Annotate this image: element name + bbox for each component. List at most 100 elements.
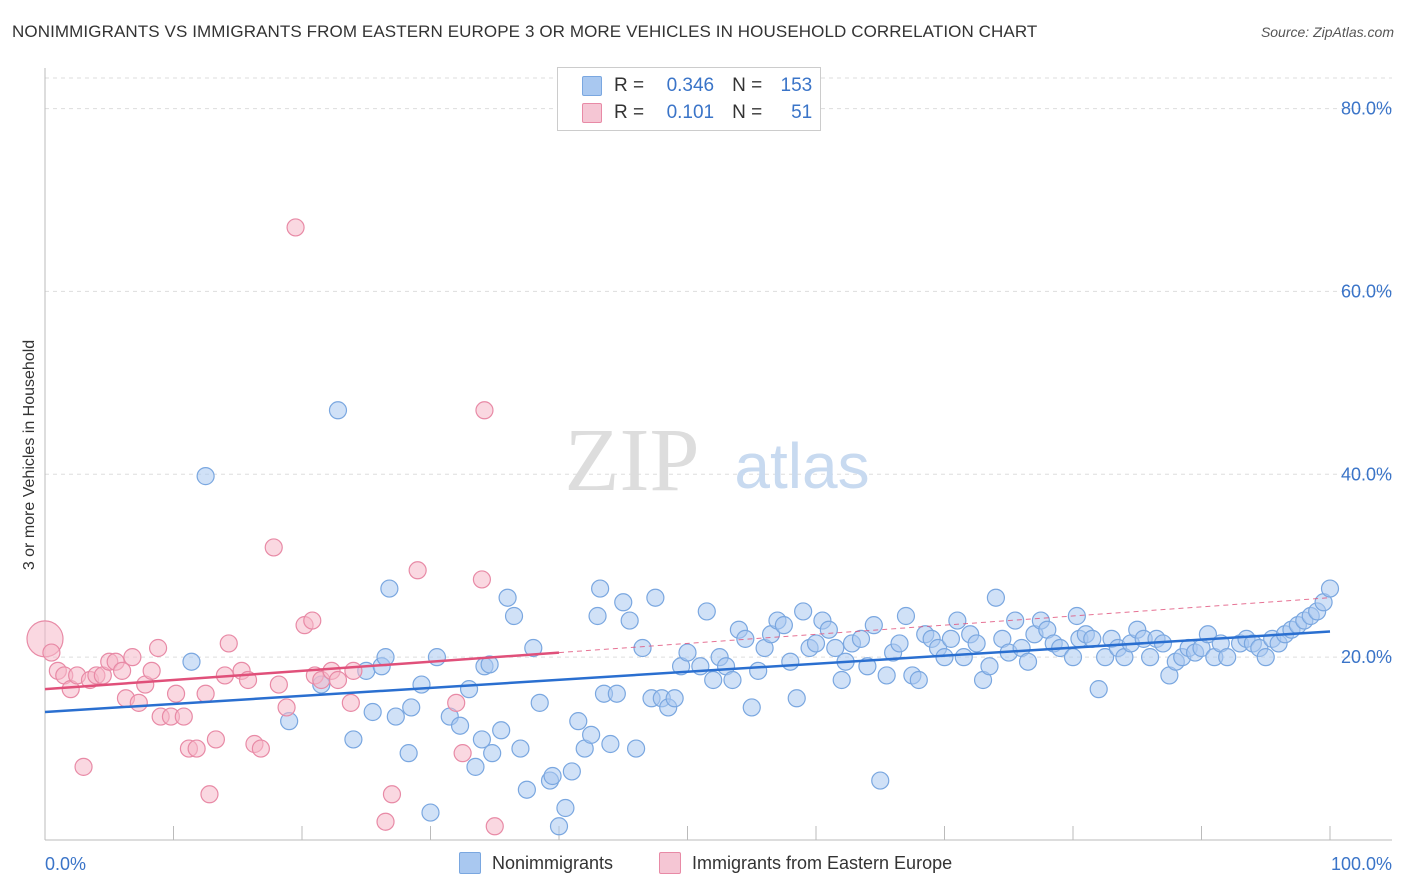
immigrant-point [376,812,395,831]
nonimmigrant-point [483,744,502,763]
bottom-legend-label: Nonimmigrants [492,852,614,873]
nonimmigrant-point [646,588,665,607]
nonimmigrant-point [363,702,382,722]
nonimmigrant-point [742,698,761,717]
immigrant-point [269,675,288,694]
nonimmigrant-point [794,602,813,621]
bottom-legend-nonimmigrants: Nonimmigrants [459,852,613,874]
nonimmigrant-point [1018,652,1038,671]
nonimmigrant-point [549,817,569,836]
watermark-atlas: atlas [734,430,869,502]
bottom-legend-immigrants: Immigrants from Eastern Europe [659,852,952,874]
nonimmigrant-point [498,588,517,607]
nonimmigrant-point [380,579,399,598]
nonimmigrant-point [376,648,395,667]
immigrant-point [453,744,472,763]
legend-r-label: R = [614,75,645,96]
nonimmigrant-point [896,606,916,626]
series-nonimmigrants [182,401,1340,836]
legend-row-immigrants: R = 0.101 N = 51 [582,101,812,125]
watermark-zip: ZIP [565,411,700,510]
nonimmigrant-point [819,620,838,639]
nonimmigrant-point [459,680,479,699]
immigrant-point [286,218,305,237]
nonimmigrant-point [941,629,961,648]
immigrant-point [328,670,348,690]
nonimmigrant-point [601,734,620,754]
legend-r-value: 0.346 [666,75,715,96]
nonimmigrant-point [626,739,646,758]
nonimmigrant-point [678,643,697,662]
nonimmigrant-point [980,657,999,676]
nonimmigrant-point [697,602,716,621]
axes [44,68,1392,841]
bottom-legend-swatch-blue [459,852,481,874]
nonimmigrant-trend-line [44,630,1331,714]
nonimmigrant-point [723,670,742,690]
immigrant-point [123,648,142,667]
legend-n-value: 51 [791,102,813,123]
immigrant-point [142,661,161,680]
nonimmigrant-point [967,634,986,653]
nonimmigrant-point [511,739,530,758]
nonimmigrant-point [736,629,755,648]
chart-title: NONIMMIGRANTS VS IMMIGRANTS FROM EASTERN… [12,22,1038,41]
immigrant-point [187,739,206,758]
nonimmigrant-point [569,712,588,731]
immigrant-point [219,634,238,653]
nonimmigrant-point [399,744,418,763]
y-tick-label: 60.0% [1341,281,1392,301]
nonimmigrant-point [450,716,470,735]
nonimmigrant-point [344,730,363,749]
gridlines [45,77,1392,658]
nonimmigrant-point [1320,579,1340,598]
immigrant-point [408,561,427,580]
nonimmigrant-point [1218,648,1237,667]
legend-n-label: N = [732,102,763,123]
immigrant-point [196,684,215,703]
immigrant-point [344,661,363,680]
immigrant-point [42,643,61,662]
immigrant-point [148,638,168,658]
nonimmigrant-point [633,638,652,658]
nonimmigrant-point [1067,606,1086,626]
nonimmigrant-point [832,670,851,690]
nonimmigrant-point [948,611,967,630]
nonimmigrant-point [858,657,877,676]
nonimmigrant-point [1006,611,1025,630]
nonimmigrant-point [909,670,928,690]
nonimmigrant-point [517,780,536,799]
immigrant-point [166,684,186,703]
legend-r-label: R = [614,102,645,123]
nonimmigrant-point [472,730,491,749]
nonimmigrant-point [504,606,524,626]
nonimmigrant-point [986,588,1006,607]
nonimmigrant-point [588,606,607,626]
immigrant-point [74,757,93,776]
immigrant-point [341,693,360,712]
nonimmigrant-point [607,684,626,703]
nonimmigrant-point [1096,648,1115,667]
nonimmigrant-point [328,401,348,420]
immigrant-trend-extension [558,597,1331,654]
nonimmigrant-point [890,634,909,653]
legend-row-nonimmigrants: R = 0.346 N = 153 [582,74,812,98]
nonimmigrant-point [704,670,723,690]
legend-swatch-blue [582,76,602,96]
y-tick-label: 40.0% [1341,464,1392,484]
nonimmigrant-point [556,798,575,818]
nonimmigrant-point [851,629,871,648]
nonimmigrant-point [402,698,421,717]
bottom-legend-swatch-pink [659,852,681,874]
immigrant-point [206,730,226,749]
nonimmigrant-point [665,689,684,708]
nonimmigrant-point [582,725,601,744]
nonimmigrant-point [591,579,610,598]
x-tick-label: 100.0% [1331,854,1392,874]
immigrant-trend-line [44,651,560,691]
nonimmigrant-point [871,771,890,790]
nonimmigrant-point [524,638,543,658]
nonimmigrant-point [1140,648,1160,667]
immigrant-point [472,570,491,589]
